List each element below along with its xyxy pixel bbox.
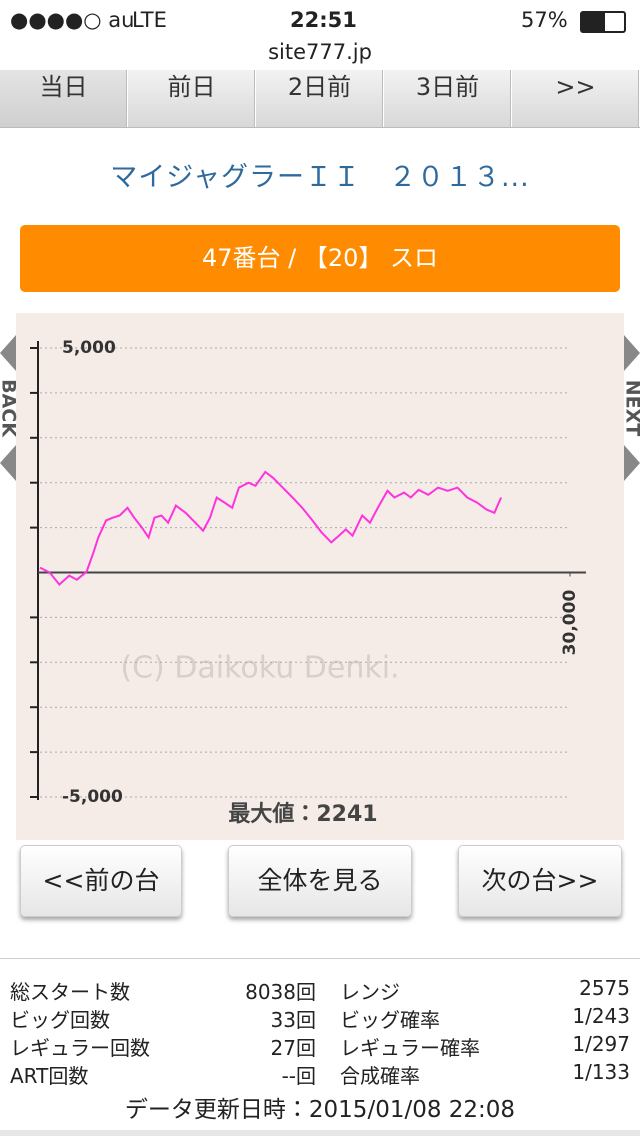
stat-label: レギュラー確率 [340,1036,480,1060]
machine-title[interactable]: マイジャグラーＩＩ ２０１３... [110,162,530,193]
overview-button[interactable]: 全体を見る [228,845,412,917]
stat-value: 1/133 [572,1060,630,1084]
stat-value: 2575 [579,976,630,1000]
stat-label: レギュラー回数 [10,1036,150,1060]
stat-label: レンジ [340,980,400,1004]
battery-text: 57% [521,8,568,32]
tab[interactable]: 3日前 [384,70,512,127]
bottom-bar [0,1130,640,1136]
y-tick-label: -5,000 [62,787,123,807]
network: LTE [132,8,167,32]
url[interactable]: site777.jp [268,40,372,64]
clock: 22:51 [290,8,357,32]
stat-value: --回 [281,1064,316,1088]
watermark: (C) Daikoku Denki. [120,651,399,686]
stat-label: ビッグ回数 [10,1008,110,1032]
next-label[interactable]: NEXT [622,380,640,437]
back-arrow[interactable] [0,445,16,481]
next-arrow[interactable] [624,445,640,481]
next-button[interactable]: 次の台>> [458,845,622,917]
chart-background [16,313,624,840]
tab[interactable]: 2日前 [256,70,384,127]
stat-label: ビッグ確率 [340,1008,440,1032]
stat-value: 8038回 [245,980,316,1004]
stat-value: 1/297 [572,1032,630,1056]
chart: BACK NEXT (C) Daikoku Denki. 最大値：2241 5,… [0,313,640,840]
data-line [39,470,503,587]
next-arrow[interactable] [624,335,640,371]
update-time: データ更新日時：2015/01/08 22:08 [124,1097,516,1123]
stats-row: レギュラー回数 27回 レギュラー確率 1/297 [0,1032,640,1060]
stat-value: 27回 [270,1036,316,1060]
stat-label: 総スタート数 [10,980,130,1004]
tab[interactable]: 前日 [128,70,256,127]
tab[interactable]: >> [512,70,640,127]
prev-button[interactable]: <<前の台 [20,845,182,917]
separator [0,958,640,959]
unit-label: 47番台 / 【20】 スロ [20,225,620,292]
stats-row: ビッグ回数 33回 ビッグ確率 1/243 [0,1004,640,1032]
y-tick-label: 5,000 [62,338,116,358]
back-label[interactable]: BACK [0,379,20,438]
tab[interactable]: 当日 [0,70,128,127]
carrier: ●●●●○ au [10,8,135,32]
battery-icon [580,11,626,33]
stat-value: 33回 [270,1008,316,1032]
tabs: 当日 前日 2日前 3日前 >> [0,70,640,128]
stat-label: ART回数 [10,1064,89,1088]
x-tick-label: 30,000 [560,590,580,656]
stats-row: ART回数 --回 合成確率 1/133 [0,1060,640,1088]
status-bar: ●●●●○ au LTE 22:51 57% [0,0,640,40]
stat-value: 1/243 [572,1004,630,1028]
stats-row: 総スタート数 8038回 レンジ 2575 [0,976,640,1004]
max-annotation: 最大値：2241 [228,802,377,827]
stat-label: 合成確率 [340,1064,420,1088]
back-arrow[interactable] [0,335,16,371]
